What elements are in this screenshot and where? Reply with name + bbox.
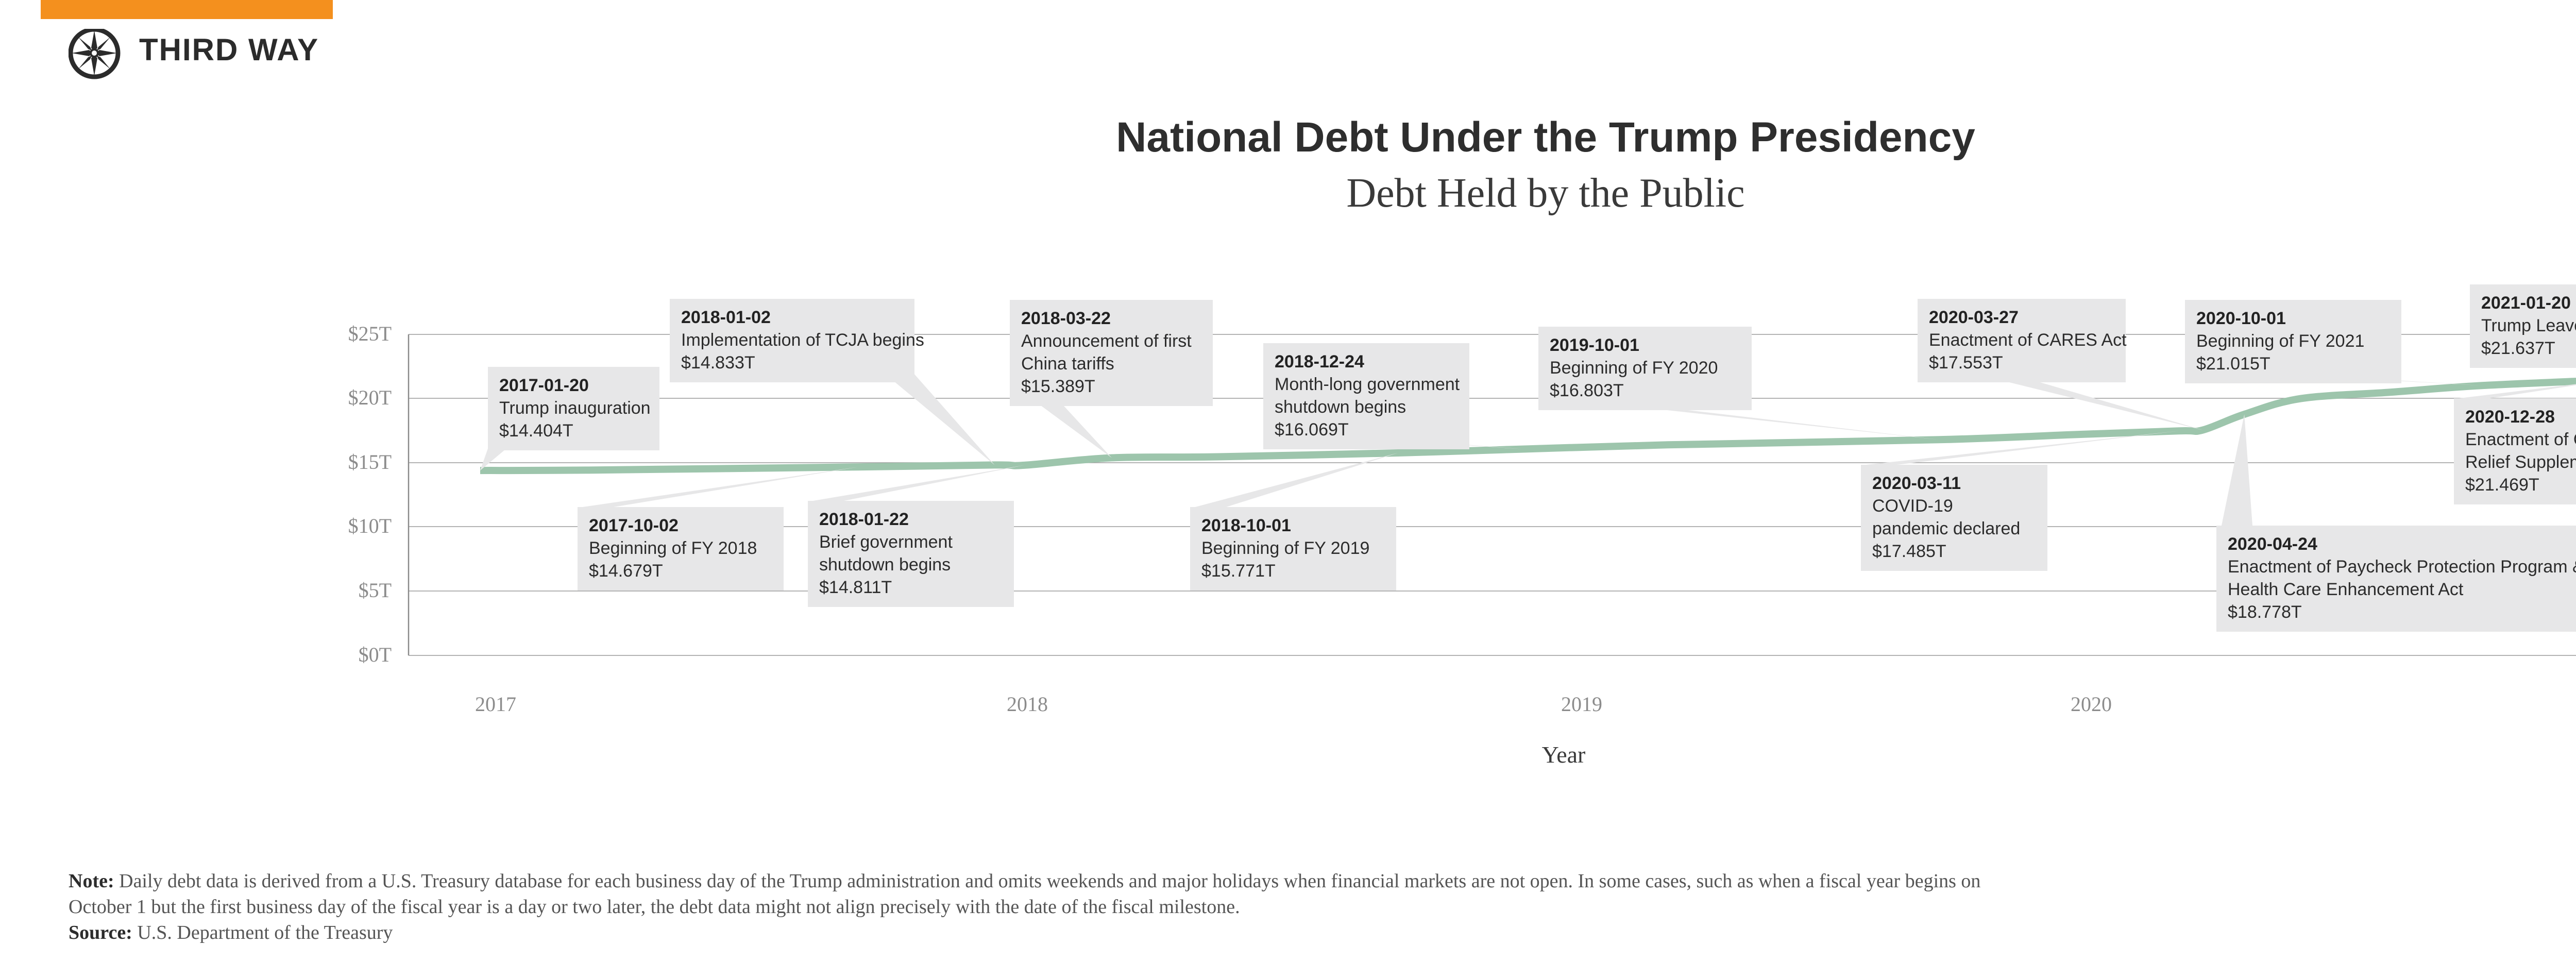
svg-text:$25T: $25T — [348, 322, 392, 345]
svg-text:$15T: $15T — [348, 450, 392, 474]
svg-text:$0T: $0T — [359, 643, 392, 666]
svg-text:Year: Year — [1542, 741, 1586, 768]
svg-text:$5T: $5T — [359, 579, 392, 602]
svg-text:2020: 2020 — [2071, 693, 2112, 716]
svg-text:2018: 2018 — [1007, 693, 1048, 716]
svg-text:$20T: $20T — [348, 386, 392, 409]
svg-text:$10T: $10T — [348, 514, 392, 537]
svg-text:2017: 2017 — [475, 693, 516, 716]
svg-text:2019: 2019 — [1561, 693, 1602, 716]
